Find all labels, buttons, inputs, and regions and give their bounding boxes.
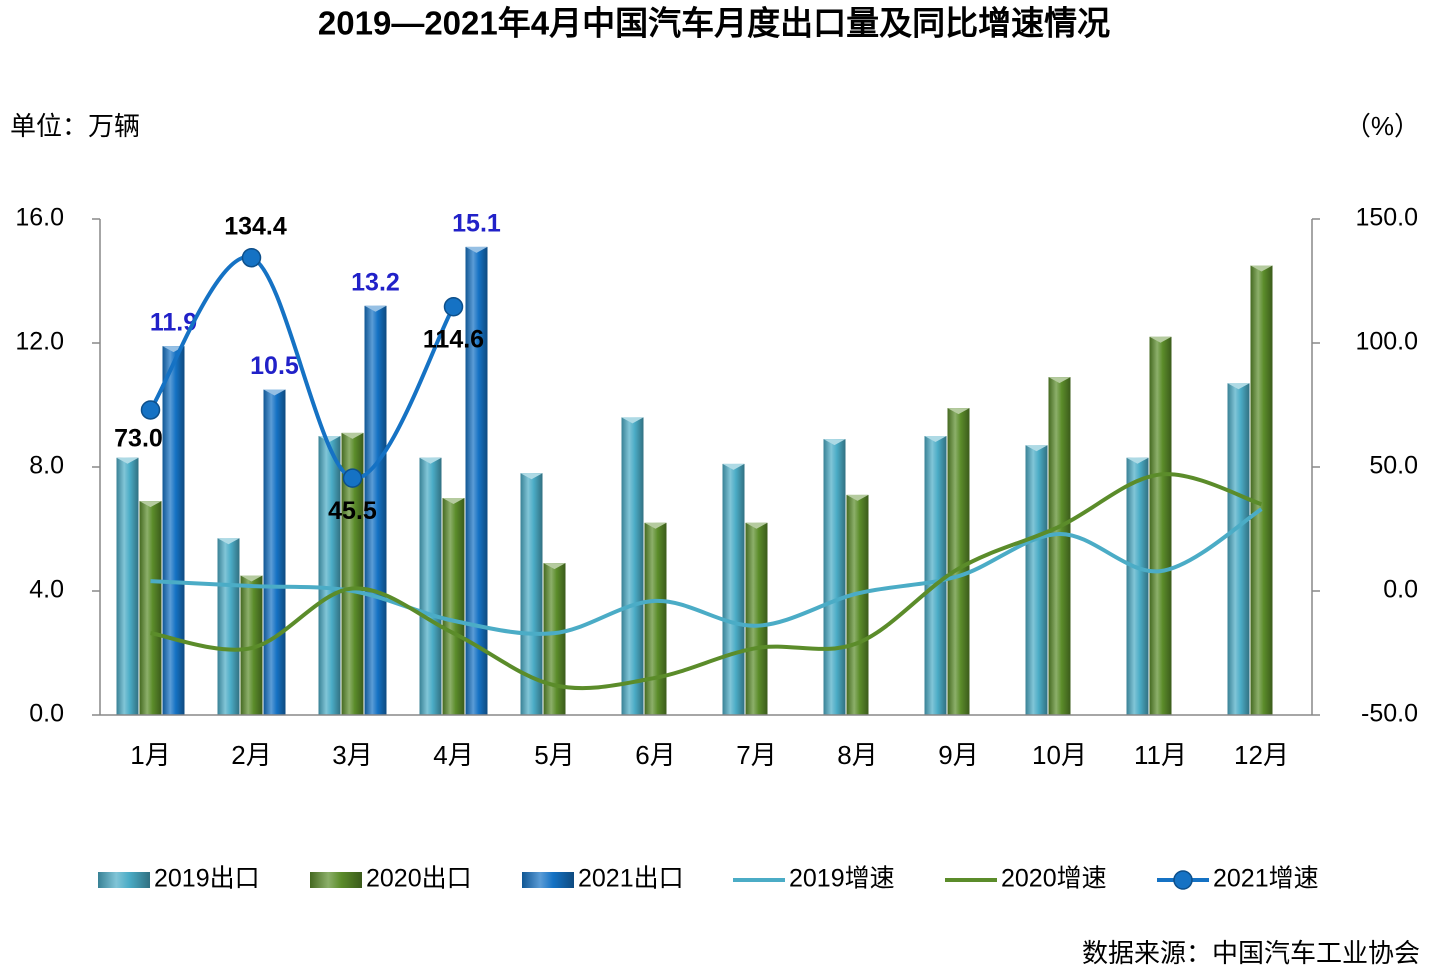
bar [846,494,869,715]
legend-label: 2019增速 [789,865,895,893]
data-label: 10.5 [250,352,299,380]
data-label: 45.5 [328,497,377,525]
source-note: 数据来源：中国汽车工业协会 [1082,938,1420,968]
legend-label: 2021增速 [1213,865,1319,893]
line [150,472,1263,691]
data-label: 73.0 [114,425,163,453]
data-label: 134.4 [224,212,287,240]
y2-tick-label: 50.0 [1369,452,1418,480]
x-tick-label: 3月 [332,740,372,770]
bar [543,563,566,715]
bar [644,522,667,715]
y2-tick-label: 150.0 [1355,204,1418,232]
bar [1149,336,1172,715]
legend-marker [1173,870,1193,890]
chart-title: 2019—2021年4月中国汽车月度出口量及同比增速情况 [318,5,1110,42]
bar [263,389,286,715]
bar [1048,377,1071,715]
bar [924,436,947,715]
y2-tick-label: 0.0 [1383,576,1418,604]
bar [341,432,364,715]
bar [621,417,644,715]
x-tick-label: 5月 [534,740,574,770]
y-tick-label: 4.0 [29,576,64,604]
x-tick-label: 11月 [1134,740,1187,770]
legend-swatch [98,872,150,888]
bar [419,457,442,715]
x-tick-label: 7月 [736,740,776,770]
bar [1250,265,1273,715]
legend-label: 2020增速 [1001,865,1107,893]
line-marker [241,247,262,268]
line [148,255,456,481]
y-tick-label: 0.0 [29,700,64,728]
bar [823,439,846,715]
x-tick-label: 9月 [938,740,978,770]
data-label: 15.1 [452,210,501,238]
legend-label: 2019出口 [154,865,260,893]
y-tick-label: 8.0 [29,452,64,480]
x-tick-label: 12月 [1234,740,1289,770]
bar [162,346,185,715]
bar [1025,445,1048,715]
x-tick-label: 8月 [837,740,877,770]
line-marker [443,297,464,317]
bar [240,575,263,715]
bar [364,305,387,715]
bar [520,473,543,715]
bar [442,498,465,715]
line [150,507,1263,636]
x-tick-label: 1月 [130,740,170,770]
legend-swatch [310,872,362,888]
x-tick-label: 2月 [231,740,271,770]
bar [116,457,139,715]
legend-swatch [522,872,574,888]
y2-tick-label: 100.0 [1355,328,1418,356]
data-label: 13.2 [351,268,400,296]
bar [947,408,970,715]
x-tick-label: 10月 [1032,740,1087,770]
y-axis-label: 单位：万辆 [10,111,140,141]
y2-axis-label: （%） [1345,111,1420,141]
x-tick-label: 6月 [635,740,675,770]
data-label: 114.6 [423,325,484,353]
line-marker [342,468,363,488]
y-tick-label: 12.0 [15,328,64,356]
y-tick-label: 16.0 [15,204,64,232]
bar [1126,457,1149,715]
legend-label: 2021出口 [578,865,684,893]
y2-tick-label: -50.0 [1361,700,1418,728]
bar [139,501,162,715]
bar [465,246,488,715]
bar [745,522,768,715]
x-tick-label: 4月 [433,740,473,770]
bar [722,463,745,715]
bar [1227,383,1250,715]
bar [217,538,240,715]
legend-label: 2020出口 [366,865,472,893]
line-marker [140,400,161,420]
bar [318,436,341,715]
